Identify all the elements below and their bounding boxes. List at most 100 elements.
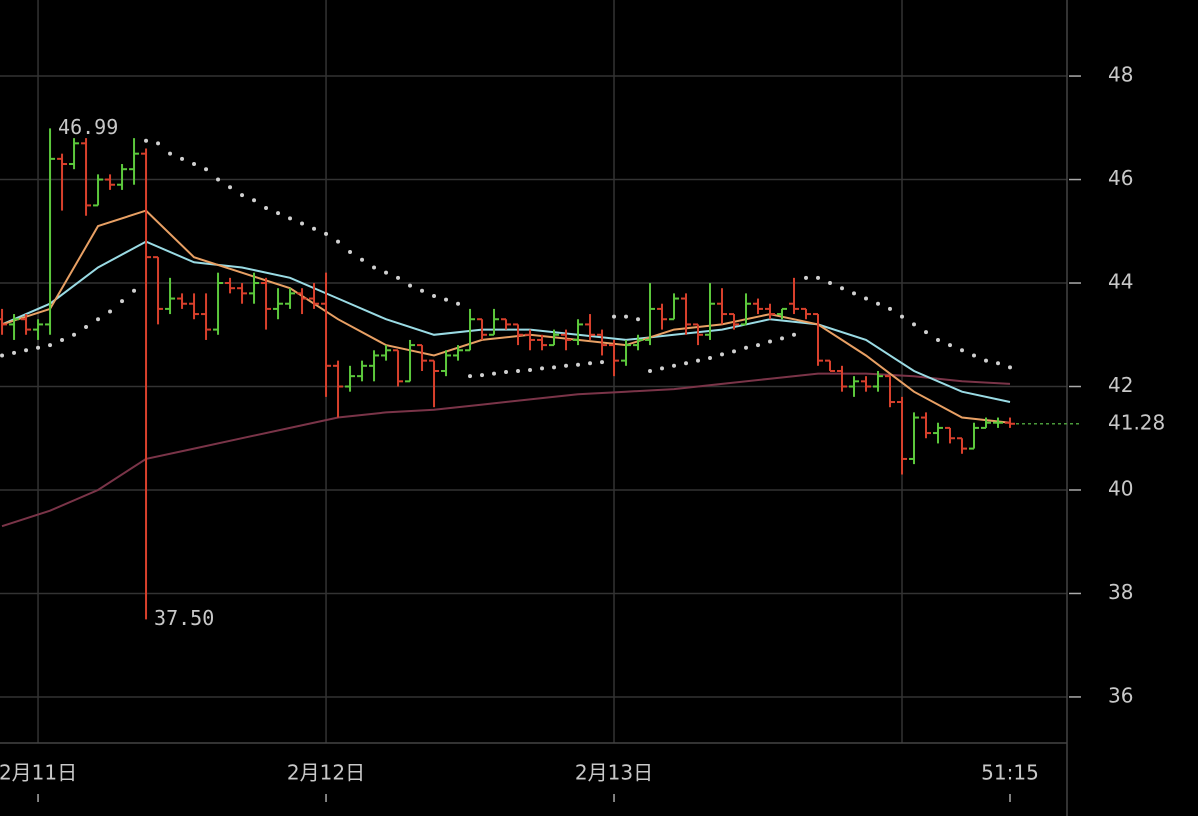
sar-dot: [948, 343, 953, 348]
sar-dot: [828, 281, 833, 286]
sar-dot: [588, 361, 593, 366]
y-tick-label: 48: [1108, 63, 1133, 87]
sar-dot: [780, 336, 785, 341]
sar-dot: [840, 286, 845, 291]
sar-dot: [312, 226, 317, 231]
sar-dot: [324, 231, 329, 236]
sar-dot: [228, 185, 233, 190]
sar-dot: [60, 337, 65, 342]
sar-dot: [720, 352, 725, 357]
sar-dot: [132, 288, 137, 293]
sar-dot: [924, 330, 929, 335]
sar-dot: [240, 193, 245, 198]
price-annotation: 37.50: [154, 606, 214, 630]
sar-dot: [696, 358, 701, 363]
sar-dot: [348, 249, 353, 254]
sar-dot: [648, 368, 653, 373]
sar-dot: [816, 275, 821, 280]
sar-dot: [612, 314, 617, 319]
sar-dot: [996, 361, 1001, 366]
sar-dot: [684, 361, 689, 366]
sar-dot: [792, 332, 797, 337]
sar-dot: [384, 270, 389, 275]
last-price-label: 41.28: [1108, 410, 1165, 434]
sar-dot: [360, 257, 365, 262]
sar-dot: [804, 275, 809, 280]
y-tick-label: 44: [1108, 270, 1133, 294]
sar-dot: [624, 314, 629, 319]
price-annotation: 46.99: [58, 115, 118, 139]
sar-dot: [372, 265, 377, 270]
sar-dot: [936, 337, 941, 342]
sar-dot: [432, 293, 437, 298]
sar-dot: [888, 306, 893, 311]
sar-dot: [552, 365, 557, 370]
sar-dot: [528, 367, 533, 372]
sar-dot: [732, 349, 737, 354]
y-tick-label: 36: [1108, 683, 1133, 707]
sar-dot: [192, 162, 197, 167]
sar-dot: [156, 141, 161, 146]
sar-dot: [36, 345, 41, 350]
sar-dot: [264, 205, 269, 210]
sar-dot: [876, 301, 881, 306]
sar-dot: [1008, 365, 1013, 370]
moving-average-line: [1, 209, 1011, 424]
sar-dot: [48, 343, 53, 348]
sar-dot: [24, 348, 29, 353]
sar-dot: [336, 239, 341, 244]
sar-dot: [408, 283, 413, 288]
sar-dot: [984, 358, 989, 363]
sar-dot: [120, 299, 125, 304]
sar-dot: [768, 339, 773, 344]
y-tick-label: 38: [1108, 580, 1133, 604]
sar-dot: [672, 363, 677, 368]
sar-dot: [168, 151, 173, 156]
x-tick-label: 2月11日: [0, 761, 77, 785]
sar-dot: [72, 332, 77, 337]
x-tick-label: 2月13日: [575, 761, 653, 785]
sar-dot: [444, 297, 449, 302]
sar-dot: [276, 211, 281, 216]
x-tick-label: 51:15: [981, 761, 1039, 785]
sar-dot: [468, 374, 473, 379]
sar-dot: [540, 366, 545, 371]
sar-dot: [108, 309, 113, 314]
sar-dot: [912, 322, 917, 327]
moving-average-line: [1, 240, 1011, 403]
sar-dot: [852, 291, 857, 296]
sar-dot: [504, 370, 509, 375]
sar-dot: [972, 353, 977, 358]
sar-dot: [900, 314, 905, 319]
sar-dot: [864, 296, 869, 301]
sar-dot: [456, 301, 461, 306]
sar-dot: [216, 177, 221, 182]
sar-dot: [708, 356, 713, 361]
sar-dot: [0, 353, 5, 358]
sar-dot: [288, 216, 293, 221]
x-tick-label: 2月12日: [287, 761, 365, 785]
sar-dot: [756, 343, 761, 348]
sar-dot: [300, 221, 305, 226]
sar-dot: [396, 275, 401, 280]
sar-dot: [600, 360, 605, 365]
sar-dot: [96, 317, 101, 322]
sar-dot: [636, 317, 641, 322]
sar-dot: [564, 363, 569, 368]
sar-dot: [180, 156, 185, 161]
sar-dot: [84, 325, 89, 330]
sar-dot: [576, 362, 581, 367]
y-tick-label: 42: [1108, 373, 1133, 397]
sar-dot: [420, 288, 425, 293]
y-tick-label: 40: [1108, 476, 1133, 500]
sar-dot: [204, 167, 209, 172]
sar-dot: [480, 373, 485, 378]
sar-dot: [660, 366, 665, 371]
sar-dot: [744, 345, 749, 350]
sar-dot: [516, 368, 521, 373]
sar-dot: [960, 348, 965, 353]
sar-dot: [252, 198, 257, 203]
